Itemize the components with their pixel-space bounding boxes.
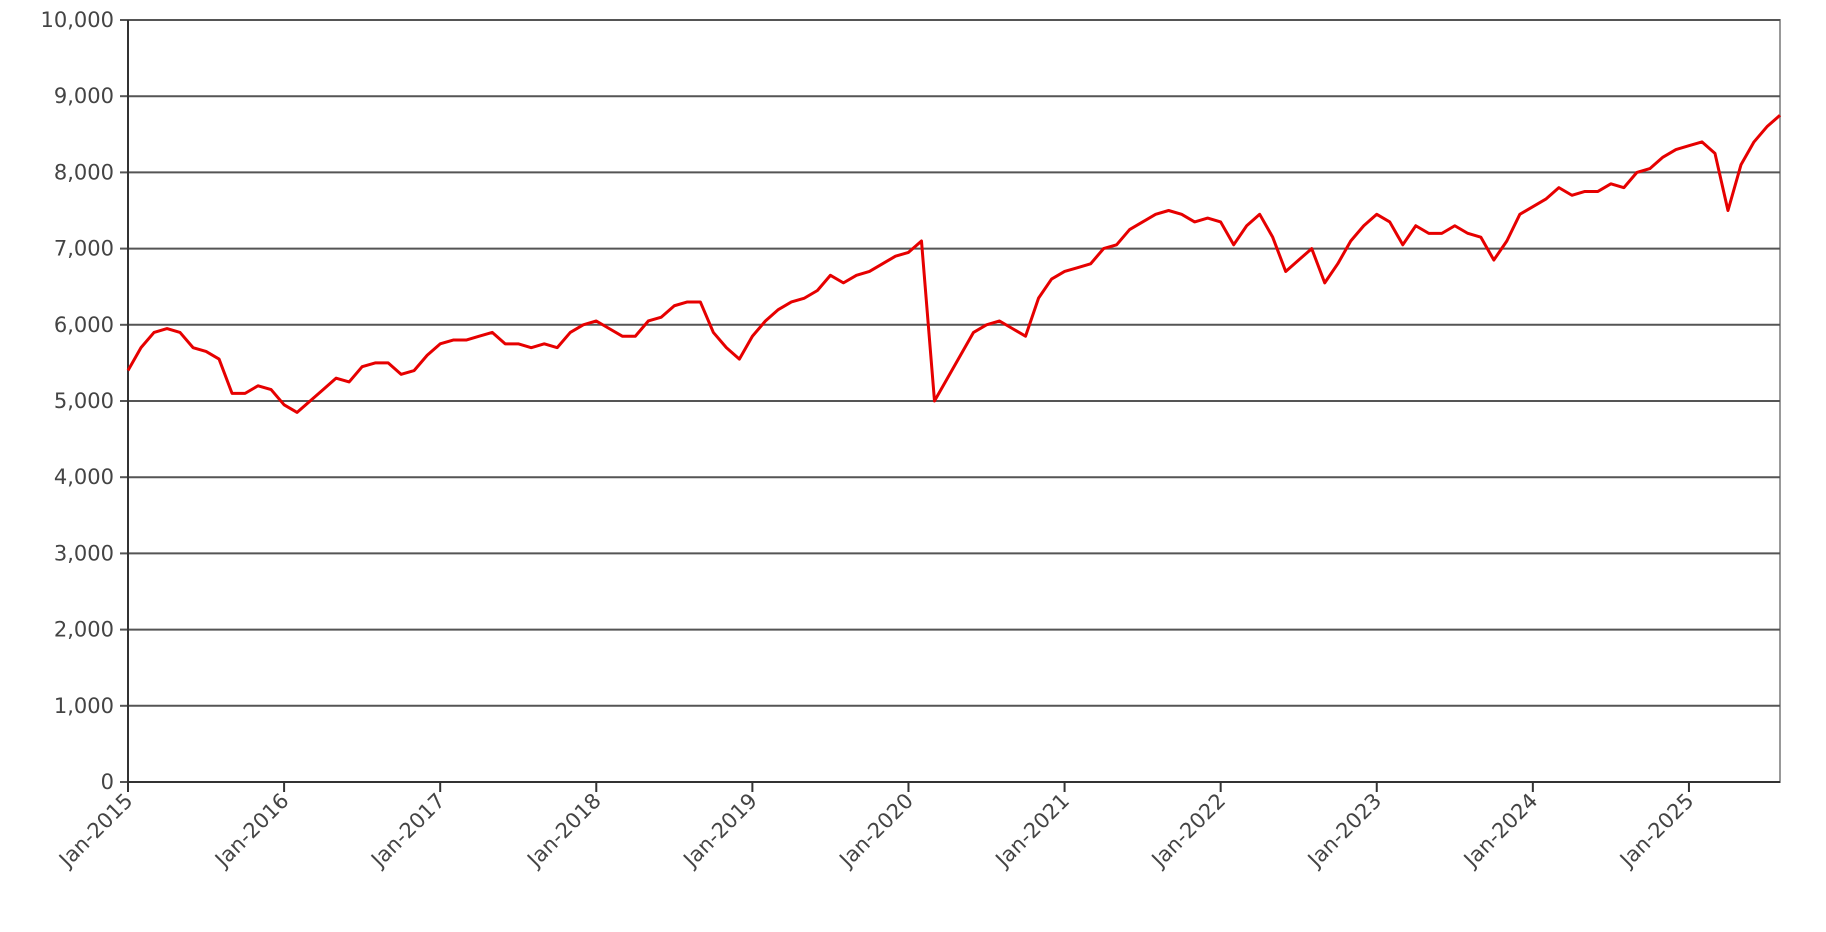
x-tick-label: Jan-2021 xyxy=(990,789,1074,873)
x-tick-label: Jan-2018 xyxy=(521,789,605,873)
x-tick-label: Jan-2024 xyxy=(1458,789,1542,873)
y-tick-label: 2,000 xyxy=(54,618,114,642)
y-tick-label: 10,000 xyxy=(41,8,114,32)
x-tick-label: Jan-2025 xyxy=(1614,789,1698,873)
x-tick-label: Jan-2019 xyxy=(677,789,761,873)
y-tick-label: 3,000 xyxy=(54,541,114,565)
y-tick-label: 4,000 xyxy=(54,465,114,489)
y-tick-label: 6,000 xyxy=(54,313,114,337)
data-line xyxy=(126,114,1781,414)
y-tick-label: 5,000 xyxy=(54,389,114,413)
y-tick-label: 1,000 xyxy=(54,694,114,718)
x-tick-label: Jan-2020 xyxy=(834,789,918,873)
y-tick-label: 0 xyxy=(101,770,114,794)
x-tick-label: Jan-2017 xyxy=(365,789,449,873)
x-tick-label: Jan-2015 xyxy=(53,789,137,873)
y-tick-label: 8,000 xyxy=(54,160,114,184)
y-tick-label: 7,000 xyxy=(54,237,114,261)
x-tick-label: Jan-2022 xyxy=(1146,789,1230,873)
x-tick-label: Jan-2023 xyxy=(1302,789,1386,873)
y-tick-label: 9,000 xyxy=(54,84,114,108)
x-tick-label: Jan-2016 xyxy=(209,789,293,873)
